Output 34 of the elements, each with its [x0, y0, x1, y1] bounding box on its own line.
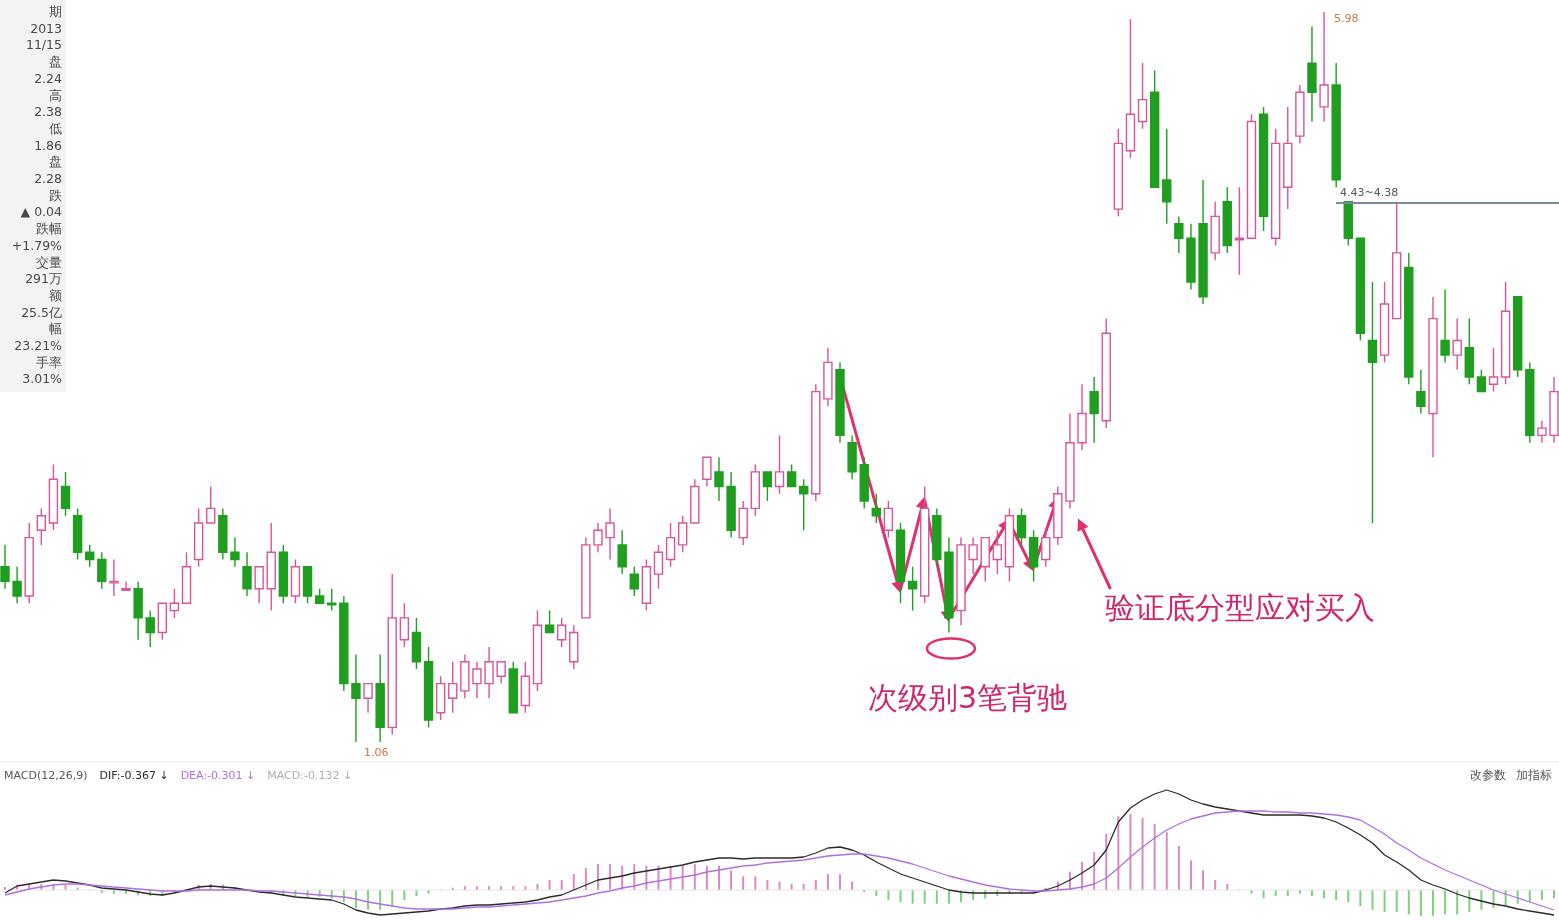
annotation: 跌 [49, 187, 62, 203]
annotation: 23.21% [14, 338, 63, 353]
annotation: 期 [49, 4, 62, 19]
annotation: 2.38 [34, 104, 63, 120]
chart-title: MACD(12,26,9) [4, 769, 88, 782]
annotation: 幅 [49, 321, 62, 337]
annotation: 2.24 [34, 70, 63, 86]
annotation: 5.98 [1334, 12, 1359, 25]
annotation: 额 [49, 287, 62, 303]
text: 改参数 [1470, 768, 1506, 782]
annotation: +1.79% [11, 237, 63, 253]
annotation: 低 [49, 120, 62, 136]
annotation: 25.5亿 [21, 304, 62, 320]
annotation: 次级别3笔背驰 [868, 680, 1068, 715]
annotation: 验证底分型应对买入 [1105, 590, 1375, 625]
annotation: 交量 [36, 254, 62, 270]
annotation: 盘 [49, 154, 62, 170]
annotation: ▲ 0.04 [20, 204, 63, 220]
annotation: 3.01% [22, 371, 63, 387]
annotation: 1.86 [34, 137, 63, 153]
annotation: 盘 [49, 54, 62, 70]
annotation: 291万 [25, 271, 62, 287]
annotation: 高 [49, 87, 62, 103]
annotation: 2.28 [34, 171, 63, 186]
text: DIF:-0.367 ↓ [99, 769, 169, 782]
text: DEA:-0.301 ↓ [180, 769, 256, 782]
annotation: 2013 [30, 20, 62, 36]
text: 加指标 [1516, 768, 1552, 782]
annotation: 跌幅 [36, 221, 62, 237]
text: 1.06 [363, 746, 389, 759]
text: MACD:-0.132 ↓ [267, 769, 353, 782]
annotation: 手率 [36, 354, 62, 370]
annotation: 11/15 [25, 37, 62, 53]
annotation: 4.43~4.38 [1340, 186, 1399, 199]
